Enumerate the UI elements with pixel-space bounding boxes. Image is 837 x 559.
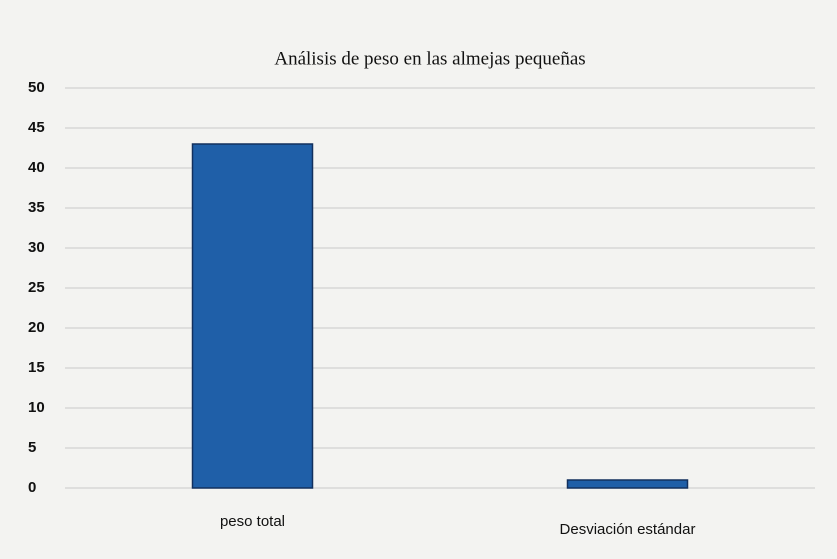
y-tick-label: 25 [28, 279, 45, 296]
y-tick-label: 5 [28, 439, 36, 456]
bar [566, 479, 689, 489]
bar [191, 143, 314, 489]
y-tick-label: 50 [28, 79, 45, 96]
y-tick-label: 45 [28, 119, 45, 136]
x-tick-label: Desviación estándar [560, 521, 696, 538]
y-tick-label: 0 [28, 479, 36, 496]
y-tick-label: 10 [28, 399, 45, 416]
y-tick-label: 15 [28, 359, 45, 376]
chart-title: Análisis de peso en las almejas pequeñas [274, 48, 585, 69]
y-tick-label: 30 [28, 239, 45, 256]
y-tick-label: 35 [28, 199, 45, 216]
y-tick-label: 20 [28, 319, 45, 336]
x-tick-label: peso total [220, 513, 285, 530]
y-tick-label: 40 [28, 159, 45, 176]
